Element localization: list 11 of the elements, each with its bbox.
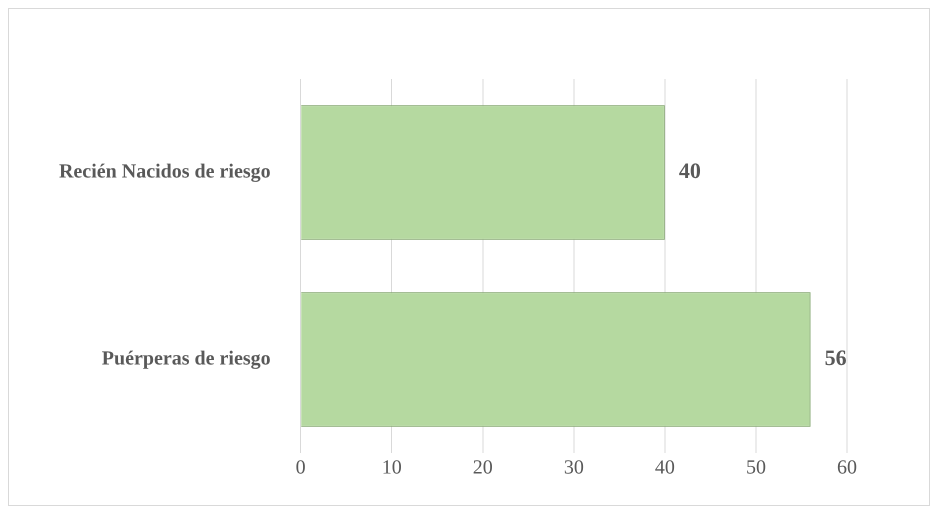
x-tick-label: 40 [654,456,675,478]
x-tick-label: 0 [296,456,306,478]
x-tick-label: 10 [382,456,402,478]
x-tick-label: 50 [746,456,766,478]
x-tick-label: 60 [837,456,857,478]
y-tick-label: Puérperas de riesgo [102,348,271,370]
data-label: 40 [678,158,701,184]
data-label: 56 [824,345,847,370]
x-tick-label: 20 [472,456,493,478]
y-tick-label: Recién Nacidos de riesgo [58,160,271,183]
x-tick-label: 30 [564,456,584,478]
